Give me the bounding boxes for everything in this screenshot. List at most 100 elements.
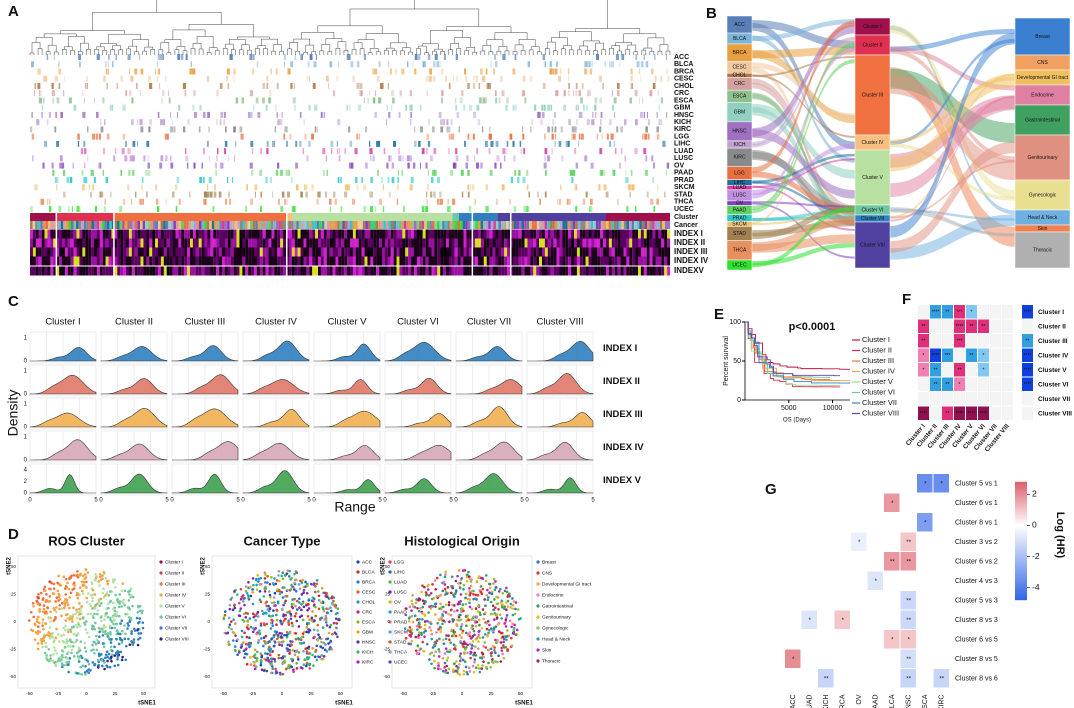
heatmap-tick (286, 140, 288, 147)
point (231, 608, 235, 612)
cancer-bar (68, 221, 71, 229)
x-tick-label: 0 (85, 691, 88, 696)
index-cell (393, 266, 397, 276)
point (288, 610, 291, 613)
point (489, 627, 493, 630)
point (127, 599, 131, 602)
heatmap-tick (512, 140, 515, 147)
heatmap-tick (571, 126, 574, 133)
index-cell (352, 256, 356, 266)
index-cell (591, 229, 595, 239)
p-value: p<0.0001 (789, 321, 836, 333)
point (293, 653, 297, 657)
density (385, 444, 452, 461)
cancer-bar (452, 221, 455, 229)
index-cell (271, 256, 275, 266)
point (86, 660, 90, 663)
point (101, 574, 104, 577)
heatmap-tick (225, 75, 229, 82)
survival-curve (745, 321, 850, 370)
index-cell (617, 229, 621, 239)
point (294, 570, 298, 573)
heatmap-tick (446, 126, 449, 133)
heatmap-tick (170, 155, 172, 162)
heatmap-tick (666, 162, 670, 169)
point (266, 581, 269, 584)
point (256, 574, 260, 577)
point (244, 615, 248, 619)
point (469, 656, 472, 660)
index-cell (533, 256, 537, 266)
node-label: UCEC (732, 262, 747, 268)
point (27, 619, 31, 622)
point (490, 651, 494, 654)
point (311, 647, 314, 650)
index-cell (254, 247, 257, 257)
point (82, 580, 86, 584)
point (44, 641, 48, 645)
node-label: PRAD (733, 215, 747, 221)
heatmap-tick (252, 148, 254, 155)
point (446, 650, 449, 653)
node-label: ESCA (733, 94, 747, 100)
point (47, 631, 51, 634)
flow (752, 242, 855, 266)
point (500, 606, 504, 609)
index-cell (364, 229, 368, 239)
legend-label: Gatrointestinal (542, 603, 573, 609)
index-cell (329, 256, 333, 266)
heatmap-tick (54, 126, 57, 133)
cell (966, 319, 977, 333)
heatmap-tick (666, 54, 668, 60)
heatmap-tick (59, 162, 61, 169)
index-cell (251, 266, 255, 276)
cancer-bar (383, 221, 386, 229)
index-cell (94, 238, 97, 248)
cancer-bar (457, 221, 461, 229)
heatmap-tick (554, 133, 557, 140)
index-cell (315, 256, 319, 266)
index-cell (73, 229, 77, 239)
heatmap-tick (630, 75, 633, 82)
point (482, 660, 485, 663)
heatmap-tick (159, 54, 163, 60)
cancer-bar (659, 221, 663, 229)
point (461, 658, 465, 662)
index-cell (79, 266, 83, 276)
point (492, 618, 496, 621)
heatmap-tick (203, 198, 207, 205)
point (42, 604, 46, 607)
index-cell (181, 266, 185, 276)
heatmap-tick (269, 90, 272, 97)
index-cell (326, 266, 330, 276)
index-cell (85, 266, 89, 276)
index-cell (59, 238, 63, 248)
point (249, 663, 253, 666)
point (72, 655, 76, 658)
heatmap-tick (644, 133, 648, 140)
index-cell (457, 266, 461, 276)
heatmap-tick (272, 140, 276, 147)
point (408, 605, 412, 609)
point (83, 573, 87, 576)
point (327, 631, 331, 635)
index-cell (638, 266, 641, 276)
heatmap-tick (210, 191, 213, 198)
index-cell (160, 229, 164, 239)
heatmap-tick (467, 191, 470, 198)
point (467, 618, 470, 622)
index-cell (259, 229, 263, 239)
index-cell (658, 247, 662, 257)
point (290, 643, 293, 647)
index-cell (623, 238, 627, 248)
index-cell (163, 229, 167, 239)
index-cell (35, 238, 39, 248)
index-cell (466, 247, 470, 257)
heatmap-tick (449, 82, 451, 89)
strip (314, 314, 380, 330)
index-cell (213, 238, 217, 248)
index-cell (393, 247, 397, 257)
heatmap-tick (612, 169, 615, 176)
index-cell (184, 238, 188, 248)
cancer-bar (337, 221, 340, 229)
